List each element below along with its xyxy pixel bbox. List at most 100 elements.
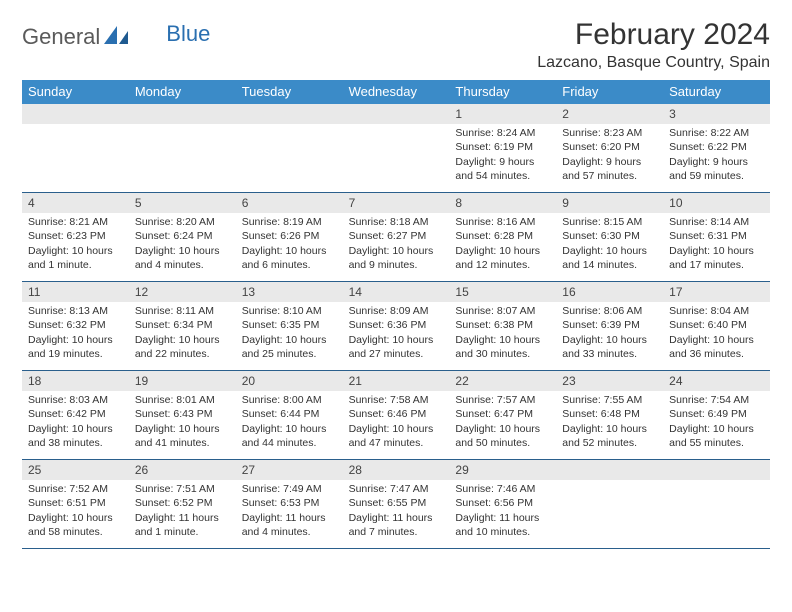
day-daylight1: Daylight: 10 hours [28, 333, 123, 347]
day-daylight2: and 38 minutes. [28, 436, 123, 450]
day-sunset: Sunset: 6:36 PM [349, 318, 444, 332]
day-daylight1: Daylight: 9 hours [562, 155, 657, 169]
day-cell: 6Sunrise: 8:19 AMSunset: 6:26 PMDaylight… [236, 193, 343, 281]
day-sunset: Sunset: 6:44 PM [242, 407, 337, 421]
day-sunset: Sunset: 6:23 PM [28, 229, 123, 243]
day-cell: 2Sunrise: 8:23 AMSunset: 6:20 PMDaylight… [556, 104, 663, 192]
day-number-empty [22, 104, 129, 124]
day-cell: 26Sunrise: 7:51 AMSunset: 6:52 PMDayligh… [129, 460, 236, 548]
day-number-empty [236, 104, 343, 124]
logo-sail-icon [104, 26, 130, 51]
day-daylight1: Daylight: 10 hours [135, 422, 230, 436]
day-sunset: Sunset: 6:28 PM [455, 229, 550, 243]
day-sunset: Sunset: 6:52 PM [135, 496, 230, 510]
day-sunrise: Sunrise: 7:54 AM [669, 393, 764, 407]
day-cell: 13Sunrise: 8:10 AMSunset: 6:35 PMDayligh… [236, 282, 343, 370]
day-cell: 1Sunrise: 8:24 AMSunset: 6:19 PMDaylight… [449, 104, 556, 192]
day-sunrise: Sunrise: 8:21 AM [28, 215, 123, 229]
day-daylight1: Daylight: 10 hours [669, 244, 764, 258]
day-daylight2: and 59 minutes. [669, 169, 764, 183]
day-daylight2: and 6 minutes. [242, 258, 337, 272]
day-daylight2: and 36 minutes. [669, 347, 764, 361]
day-body: Sunrise: 7:49 AMSunset: 6:53 PMDaylight:… [236, 480, 343, 543]
day-cell: 8Sunrise: 8:16 AMSunset: 6:28 PMDaylight… [449, 193, 556, 281]
day-body: Sunrise: 8:00 AMSunset: 6:44 PMDaylight:… [236, 391, 343, 454]
day-number: 14 [343, 282, 450, 302]
day-body: Sunrise: 7:54 AMSunset: 6:49 PMDaylight:… [663, 391, 770, 454]
day-cell: 11Sunrise: 8:13 AMSunset: 6:32 PMDayligh… [22, 282, 129, 370]
day-sunrise: Sunrise: 8:03 AM [28, 393, 123, 407]
day-cell: 14Sunrise: 8:09 AMSunset: 6:36 PMDayligh… [343, 282, 450, 370]
day-daylight2: and 1 minute. [135, 525, 230, 539]
day-body: Sunrise: 8:14 AMSunset: 6:31 PMDaylight:… [663, 213, 770, 276]
day-sunset: Sunset: 6:19 PM [455, 140, 550, 154]
day-sunset: Sunset: 6:40 PM [669, 318, 764, 332]
day-body: Sunrise: 7:51 AMSunset: 6:52 PMDaylight:… [129, 480, 236, 543]
day-header-thu: Thursday [449, 80, 556, 104]
day-cell: 20Sunrise: 8:00 AMSunset: 6:44 PMDayligh… [236, 371, 343, 459]
day-daylight1: Daylight: 10 hours [135, 333, 230, 347]
day-sunset: Sunset: 6:42 PM [28, 407, 123, 421]
day-daylight1: Daylight: 10 hours [455, 244, 550, 258]
day-cell [343, 104, 450, 192]
day-sunset: Sunset: 6:49 PM [669, 407, 764, 421]
day-sunrise: Sunrise: 7:47 AM [349, 482, 444, 496]
day-daylight1: Daylight: 10 hours [28, 511, 123, 525]
day-cell: 16Sunrise: 8:06 AMSunset: 6:39 PMDayligh… [556, 282, 663, 370]
day-daylight2: and 4 minutes. [242, 525, 337, 539]
day-sunrise: Sunrise: 7:49 AM [242, 482, 337, 496]
day-number-empty [556, 460, 663, 480]
day-sunrise: Sunrise: 8:07 AM [455, 304, 550, 318]
day-number: 9 [556, 193, 663, 213]
day-cell [236, 104, 343, 192]
day-cell: 28Sunrise: 7:47 AMSunset: 6:55 PMDayligh… [343, 460, 450, 548]
day-sunrise: Sunrise: 8:13 AM [28, 304, 123, 318]
week-row: 11Sunrise: 8:13 AMSunset: 6:32 PMDayligh… [22, 282, 770, 371]
week-row: 25Sunrise: 7:52 AMSunset: 6:51 PMDayligh… [22, 460, 770, 549]
day-body: Sunrise: 7:55 AMSunset: 6:48 PMDaylight:… [556, 391, 663, 454]
day-sunrise: Sunrise: 7:46 AM [455, 482, 550, 496]
week-row: 1Sunrise: 8:24 AMSunset: 6:19 PMDaylight… [22, 104, 770, 193]
day-daylight2: and 10 minutes. [455, 525, 550, 539]
day-daylight2: and 1 minute. [28, 258, 123, 272]
day-sunset: Sunset: 6:26 PM [242, 229, 337, 243]
day-sunset: Sunset: 6:22 PM [669, 140, 764, 154]
day-daylight1: Daylight: 10 hours [242, 244, 337, 258]
day-daylight1: Daylight: 9 hours [455, 155, 550, 169]
day-daylight2: and 52 minutes. [562, 436, 657, 450]
day-body: Sunrise: 8:10 AMSunset: 6:35 PMDaylight:… [236, 302, 343, 365]
day-daylight1: Daylight: 10 hours [455, 333, 550, 347]
day-number: 2 [556, 104, 663, 124]
day-sunset: Sunset: 6:35 PM [242, 318, 337, 332]
day-sunrise: Sunrise: 8:00 AM [242, 393, 337, 407]
day-cell [129, 104, 236, 192]
day-cell: 15Sunrise: 8:07 AMSunset: 6:38 PMDayligh… [449, 282, 556, 370]
day-number: 10 [663, 193, 770, 213]
day-cell: 4Sunrise: 8:21 AMSunset: 6:23 PMDaylight… [22, 193, 129, 281]
day-daylight1: Daylight: 10 hours [669, 422, 764, 436]
day-daylight2: and 30 minutes. [455, 347, 550, 361]
day-daylight2: and 25 minutes. [242, 347, 337, 361]
day-header-fri: Friday [556, 80, 663, 104]
day-sunset: Sunset: 6:31 PM [669, 229, 764, 243]
day-sunset: Sunset: 6:34 PM [135, 318, 230, 332]
day-body: Sunrise: 8:21 AMSunset: 6:23 PMDaylight:… [22, 213, 129, 276]
day-cell: 19Sunrise: 8:01 AMSunset: 6:43 PMDayligh… [129, 371, 236, 459]
day-number: 24 [663, 371, 770, 391]
day-sunset: Sunset: 6:24 PM [135, 229, 230, 243]
day-body: Sunrise: 7:52 AMSunset: 6:51 PMDaylight:… [22, 480, 129, 543]
month-title: February 2024 [537, 18, 770, 52]
day-daylight1: Daylight: 10 hours [562, 244, 657, 258]
day-body: Sunrise: 8:01 AMSunset: 6:43 PMDaylight:… [129, 391, 236, 454]
day-number: 21 [343, 371, 450, 391]
day-daylight1: Daylight: 9 hours [669, 155, 764, 169]
day-daylight1: Daylight: 10 hours [349, 244, 444, 258]
day-cell: 22Sunrise: 7:57 AMSunset: 6:47 PMDayligh… [449, 371, 556, 459]
day-sunrise: Sunrise: 7:51 AM [135, 482, 230, 496]
day-cell: 21Sunrise: 7:58 AMSunset: 6:46 PMDayligh… [343, 371, 450, 459]
day-header-mon: Monday [129, 80, 236, 104]
logo: General Blue [22, 18, 210, 50]
day-number: 16 [556, 282, 663, 302]
day-daylight2: and 12 minutes. [455, 258, 550, 272]
day-daylight1: Daylight: 10 hours [562, 333, 657, 347]
